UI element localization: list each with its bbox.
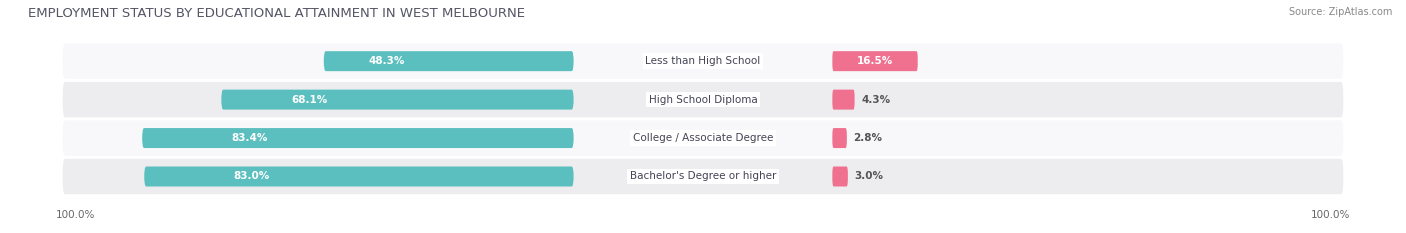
Text: 3.0%: 3.0%: [855, 171, 883, 182]
Text: 100.0%: 100.0%: [1310, 210, 1350, 220]
Text: 16.5%: 16.5%: [856, 56, 893, 66]
Text: Source: ZipAtlas.com: Source: ZipAtlas.com: [1288, 7, 1392, 17]
Text: 83.0%: 83.0%: [233, 171, 270, 182]
FancyBboxPatch shape: [221, 90, 574, 110]
Text: EMPLOYMENT STATUS BY EDUCATIONAL ATTAINMENT IN WEST MELBOURNE: EMPLOYMENT STATUS BY EDUCATIONAL ATTAINM…: [28, 7, 524, 20]
FancyBboxPatch shape: [832, 128, 846, 148]
Text: Bachelor's Degree or higher: Bachelor's Degree or higher: [630, 171, 776, 182]
FancyBboxPatch shape: [142, 128, 574, 148]
FancyBboxPatch shape: [63, 159, 1343, 194]
Text: College / Associate Degree: College / Associate Degree: [633, 133, 773, 143]
Text: High School Diploma: High School Diploma: [648, 95, 758, 105]
Text: 68.1%: 68.1%: [291, 95, 328, 105]
Text: 2.8%: 2.8%: [853, 133, 883, 143]
FancyBboxPatch shape: [63, 120, 1343, 156]
FancyBboxPatch shape: [145, 167, 574, 186]
FancyBboxPatch shape: [63, 82, 1343, 117]
FancyBboxPatch shape: [832, 90, 855, 110]
FancyBboxPatch shape: [323, 51, 574, 71]
FancyBboxPatch shape: [832, 167, 848, 186]
Text: 48.3%: 48.3%: [368, 56, 405, 66]
Text: 100.0%: 100.0%: [56, 210, 96, 220]
Text: 4.3%: 4.3%: [860, 95, 890, 105]
Text: Less than High School: Less than High School: [645, 56, 761, 66]
FancyBboxPatch shape: [832, 51, 918, 71]
FancyBboxPatch shape: [63, 44, 1343, 79]
Text: 83.4%: 83.4%: [232, 133, 269, 143]
